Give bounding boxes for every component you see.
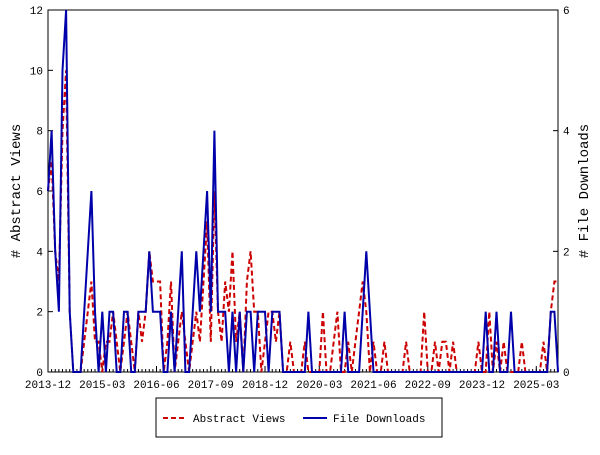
- x-tick-label: 2013-12: [25, 380, 71, 392]
- legend-label: File Downloads: [333, 414, 425, 426]
- y2-tick-label: 6: [563, 6, 570, 18]
- legend-box: [155, 397, 443, 438]
- y-tick-label: 4: [36, 247, 43, 259]
- legend-label: Abstract Views: [193, 414, 285, 426]
- series-line: [47, 70, 558, 373]
- y-tick-label: 10: [30, 66, 43, 78]
- x-tick-label: 2018-12: [242, 380, 288, 392]
- x-tick-label: 2017-09: [188, 380, 234, 392]
- x-tick-label: 2021-06: [350, 380, 396, 392]
- y2-tick-label: 4: [563, 127, 570, 139]
- series-line: [47, 9, 559, 373]
- x-tick-label: 2022-09: [405, 380, 451, 392]
- y2-tick-label: 0: [563, 368, 570, 380]
- y-axis-title: # Abstract Views: [9, 124, 25, 258]
- x-tick-label: 2016-06: [133, 380, 179, 392]
- y2-axis-title: # File Downloads: [577, 124, 593, 258]
- y-tick-label: 12: [30, 6, 43, 18]
- x-tick-label: 2025-03: [513, 380, 559, 392]
- y-tick-label: 6: [36, 187, 43, 199]
- x-tick-label: 2023-12: [459, 380, 505, 392]
- y2-tick-label: 2: [563, 247, 570, 259]
- y-tick-label: 0: [36, 368, 43, 380]
- x-tick-label: 2015-03: [79, 380, 125, 392]
- y-tick-label: 8: [36, 127, 43, 139]
- x-tick-label: 2020-03: [296, 380, 342, 392]
- y-tick-label: 2: [36, 308, 43, 320]
